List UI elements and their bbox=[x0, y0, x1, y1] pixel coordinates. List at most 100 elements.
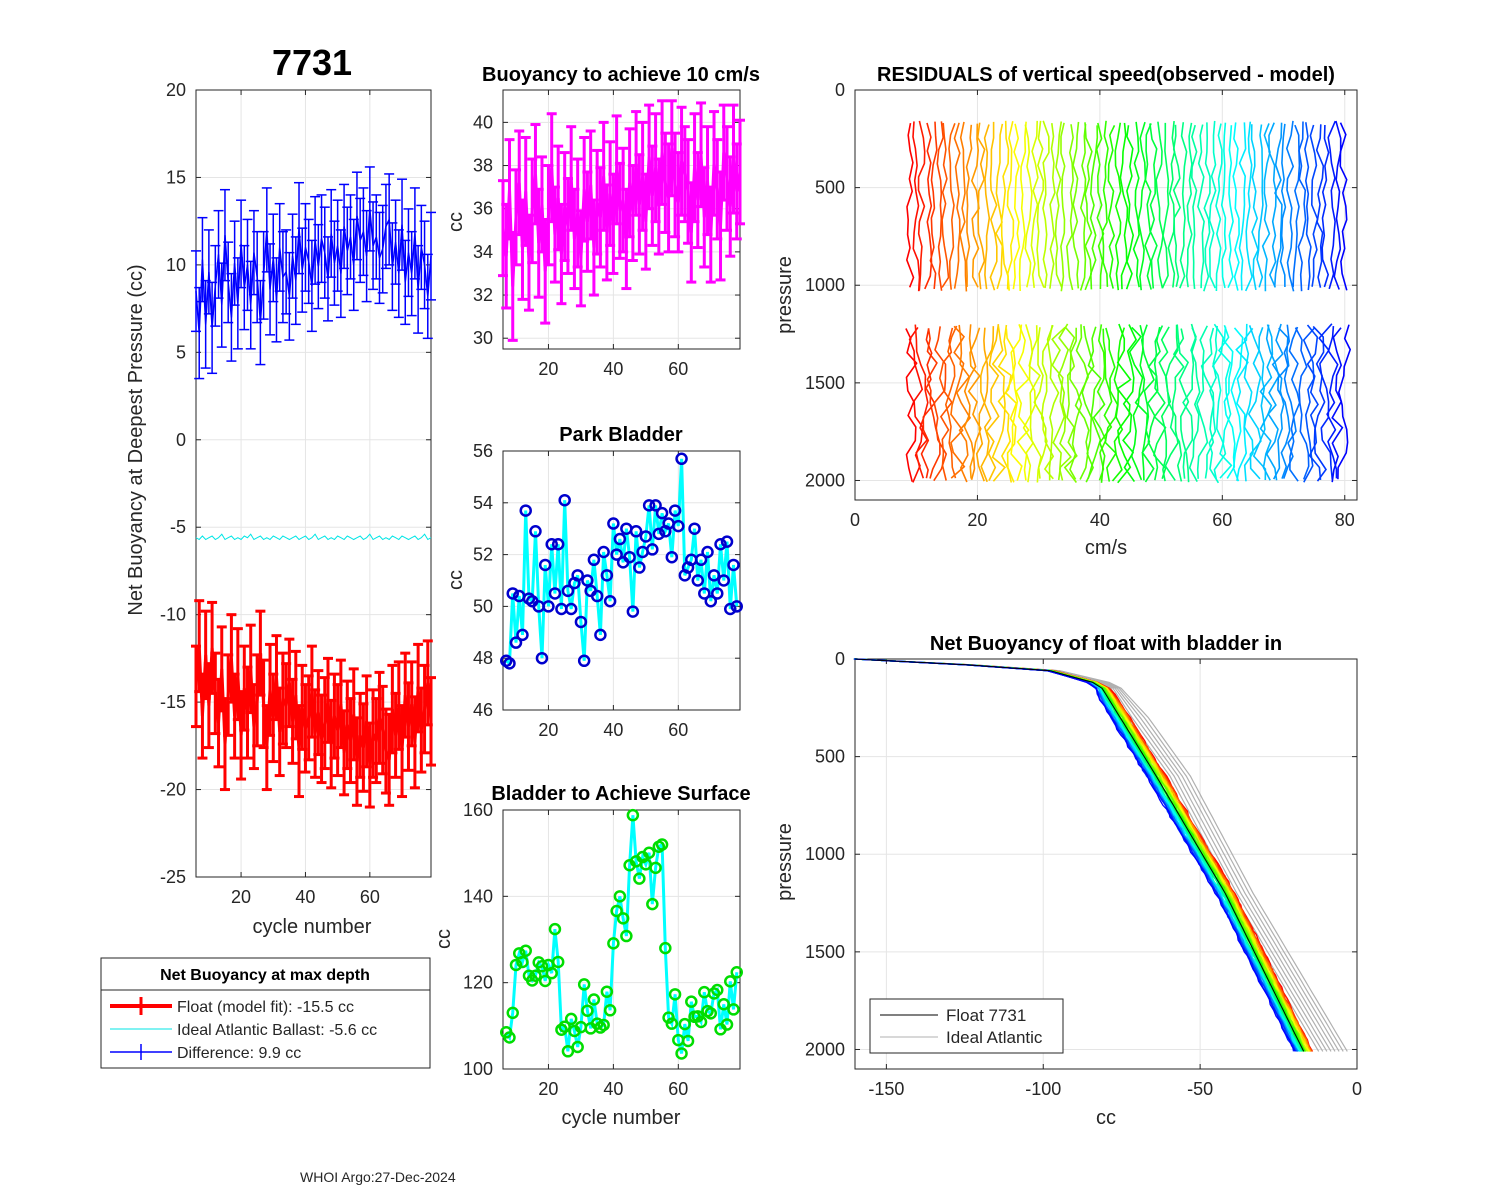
surface-marker bbox=[665, 1017, 679, 1030]
residual-profile-upper bbox=[1006, 121, 1015, 291]
ideal-atlantic-profile bbox=[854, 658, 1336, 1052]
residuals-x-tick-label: 40 bbox=[1090, 510, 1110, 530]
park-plot-background bbox=[503, 451, 740, 710]
netbuoy-legend-float-label: Float 7731 bbox=[946, 1006, 1026, 1025]
park-marker bbox=[590, 589, 604, 603]
park-marker bbox=[581, 574, 594, 587]
park-marker bbox=[707, 569, 721, 582]
main-difference-line bbox=[195, 208, 432, 334]
residual-profile-upper bbox=[976, 122, 986, 290]
residual-profile-upper bbox=[1190, 124, 1198, 289]
park-marker bbox=[577, 654, 591, 668]
residual-profile-upper bbox=[1179, 122, 1188, 289]
park-marker bbox=[711, 587, 724, 600]
surface-marker bbox=[558, 1020, 571, 1033]
netbuoy-x-label: cc bbox=[1096, 1107, 1116, 1129]
netbuoy-x-tick-label: -150 bbox=[868, 1079, 904, 1099]
residual-profile-upper bbox=[1279, 123, 1287, 288]
residuals-x-tick-label: 80 bbox=[1335, 510, 1355, 530]
park-marker bbox=[717, 574, 731, 587]
park-marker bbox=[600, 569, 614, 582]
netbuoy-legend: Float 7731 Ideal Atlantic bbox=[869, 998, 1064, 1054]
netbuoy-profiles bbox=[853, 658, 1348, 1052]
park-marker bbox=[574, 615, 588, 629]
residual-profile-lower bbox=[1223, 326, 1236, 479]
residual-profile-lower bbox=[1051, 326, 1066, 481]
surface-marker bbox=[503, 1031, 516, 1044]
residual-profile-upper bbox=[1107, 125, 1116, 289]
residual-profile-upper bbox=[1000, 120, 1010, 290]
buoy10-title: Buoyancy to achieve 10 cm/s bbox=[482, 64, 760, 86]
residual-profile-upper bbox=[1297, 121, 1307, 292]
surface-marker bbox=[642, 846, 656, 859]
park-marker bbox=[561, 584, 575, 598]
main-y-tick-label: -15 bbox=[160, 692, 186, 712]
park-marker bbox=[613, 532, 627, 546]
residual-profile-upper bbox=[1339, 122, 1348, 291]
residual-profile-upper bbox=[959, 121, 968, 292]
park-marker bbox=[730, 600, 744, 613]
residual-profile-upper bbox=[1060, 122, 1066, 292]
park-marker bbox=[675, 452, 688, 466]
surface-marker bbox=[509, 958, 523, 972]
residual-profile-lower bbox=[1081, 325, 1095, 483]
surface-marker bbox=[668, 988, 682, 1001]
residual-profile-lower bbox=[1069, 327, 1083, 480]
surface-marker bbox=[577, 978, 591, 991]
park-marker bbox=[542, 600, 555, 613]
residual-profile-upper bbox=[1215, 123, 1223, 292]
residual-profile-upper bbox=[917, 120, 926, 291]
main-x-tick-label: 40 bbox=[295, 887, 315, 907]
park-marker bbox=[688, 522, 701, 535]
residual-profile-upper bbox=[1054, 121, 1063, 288]
park-marker bbox=[626, 605, 640, 618]
residual-profile-lower bbox=[1158, 326, 1172, 482]
park-marker bbox=[516, 628, 529, 642]
residual-profile-upper bbox=[1149, 123, 1158, 289]
surface-marker bbox=[681, 1034, 695, 1048]
residual-profile-upper bbox=[1327, 120, 1337, 290]
main-y-tick-label: 10 bbox=[166, 255, 186, 275]
surface-marker bbox=[649, 861, 662, 875]
surface-marker bbox=[535, 960, 549, 973]
park-x-tick-label: 20 bbox=[538, 720, 558, 740]
residual-profile-lower bbox=[950, 325, 966, 479]
surface-x-tick-label: 60 bbox=[668, 1079, 688, 1099]
surface-y-tick-label: 120 bbox=[463, 973, 493, 993]
netbuoy-y-tick-label: 1000 bbox=[805, 844, 845, 864]
residual-profile-upper bbox=[1137, 121, 1147, 291]
residual-profile-lower bbox=[1337, 324, 1352, 480]
park-marker bbox=[639, 530, 653, 543]
residual-profile-lower bbox=[1271, 323, 1285, 480]
residual-profile-upper bbox=[912, 121, 921, 292]
main-x-tick-label: 60 bbox=[360, 887, 380, 907]
park-marker bbox=[538, 558, 552, 572]
residual-profile-lower bbox=[1111, 327, 1126, 482]
residual-profile-upper bbox=[1161, 122, 1170, 289]
residual-profile-lower bbox=[1326, 326, 1339, 479]
ideal-atlantic-profile bbox=[854, 658, 1340, 1052]
residual-profile-upper bbox=[1227, 125, 1234, 289]
residuals-title: RESIDUALS of vertical speed(observed - m… bbox=[877, 64, 1335, 86]
buoy10-y-label: cc bbox=[445, 212, 467, 232]
residual-profile-lower bbox=[997, 324, 1013, 483]
surface-marker bbox=[610, 904, 623, 918]
residual-profile-lower bbox=[985, 323, 1000, 481]
residual-profile-upper bbox=[1315, 124, 1325, 288]
netbuoy-x-tick-label: -50 bbox=[1187, 1079, 1213, 1099]
residual-profile-upper bbox=[1250, 124, 1259, 291]
surface-y-label: cc bbox=[433, 929, 455, 949]
park-marker bbox=[665, 550, 679, 564]
park-marker bbox=[571, 569, 584, 582]
surface-y-tick-label: 140 bbox=[463, 886, 493, 906]
surface-marker bbox=[613, 890, 627, 903]
netbuoy-x-tick-label: -100 bbox=[1025, 1079, 1061, 1099]
residual-profile-upper bbox=[1197, 124, 1205, 289]
residual-profile-upper bbox=[1321, 124, 1330, 288]
residual-profile-upper bbox=[1285, 120, 1295, 292]
residual-profile-lower bbox=[1306, 324, 1322, 480]
residual-profile-upper bbox=[1132, 121, 1140, 288]
residual-profile-lower bbox=[1164, 324, 1179, 481]
residual-profile-lower bbox=[1140, 324, 1155, 483]
residual-profile-lower bbox=[1188, 327, 1201, 482]
